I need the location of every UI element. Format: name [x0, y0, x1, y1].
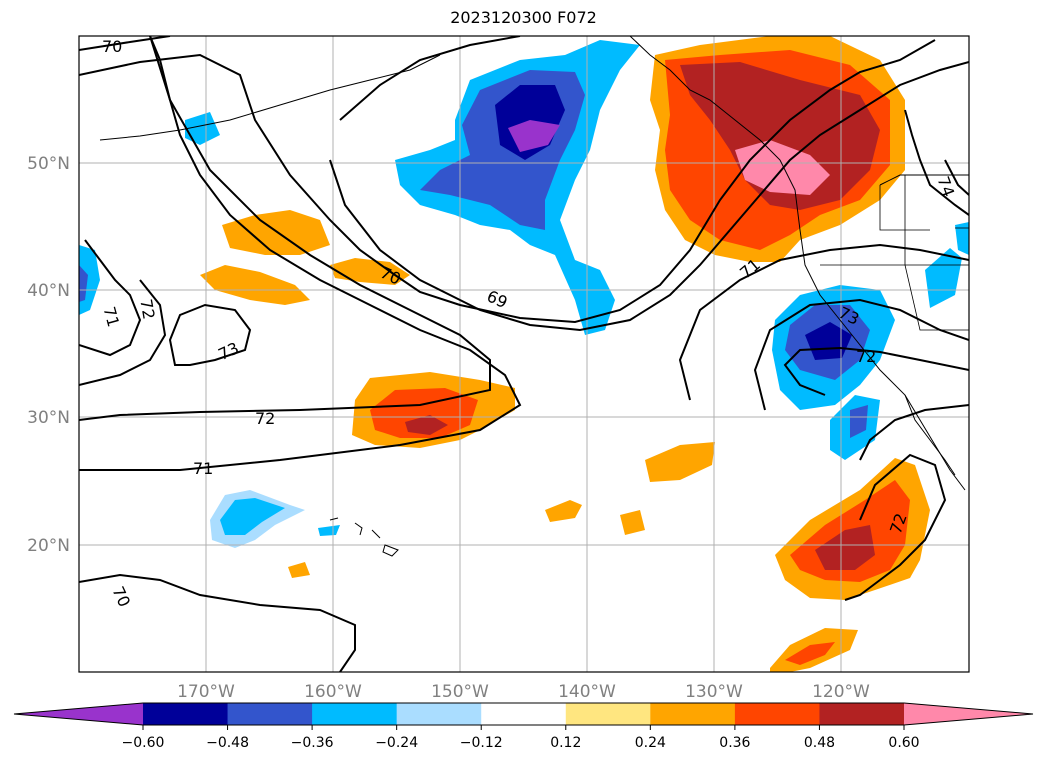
- colorbar-segment: [819, 703, 905, 725]
- colorbar-tick-label: −0.60: [122, 735, 165, 751]
- contour-label: 71: [100, 304, 124, 329]
- lat-label: 40°N: [27, 281, 70, 301]
- contour-label: 72: [255, 409, 275, 428]
- positive-anomaly-north: [222, 210, 330, 255]
- coastlines: [99, 36, 969, 557]
- colorbar-segment: [227, 703, 313, 725]
- lon-label: 170°W: [177, 682, 235, 702]
- longitude-labels: 170°W 160°W 150°W 140°W 130°W 120°W: [177, 682, 870, 702]
- contour-label: 70: [102, 37, 122, 56]
- lon-label: 130°W: [685, 682, 743, 702]
- graticule: [79, 36, 969, 672]
- colorbar-right-extend: [904, 703, 1033, 725]
- lon-label: 140°W: [558, 682, 616, 702]
- colorbar-segment: [734, 703, 820, 725]
- contour-label: 71: [193, 459, 213, 478]
- latitude-labels: 50°N 40°N 30°N 20°N: [27, 154, 70, 556]
- colorbar-left-extend: [14, 703, 143, 725]
- colorbar-tick-label: 0.60: [888, 735, 919, 751]
- colorbar-tick-label: −0.36: [291, 735, 334, 751]
- contour-label: 72: [136, 298, 158, 321]
- map-title: 2023120300 F072: [450, 8, 597, 27]
- colorbar-tick-label: 0.24: [635, 735, 666, 751]
- lat-label: 30°N: [27, 408, 70, 428]
- colorbar-tick-label: −0.48: [206, 735, 249, 751]
- colorbar-tick-label: 0.36: [719, 735, 750, 751]
- colorbar-segment: [650, 703, 736, 725]
- colorbar-segment: [143, 703, 229, 725]
- lon-label: 160°W: [304, 682, 362, 702]
- colorbar-tick-label: −0.12: [460, 735, 503, 751]
- lon-label: 150°W: [431, 682, 489, 702]
- colorbar-tick-label: −0.24: [375, 735, 418, 751]
- map-frame: [78, 35, 970, 673]
- colorbar-segment: [312, 703, 398, 725]
- borders: [820, 175, 969, 331]
- height-contours: [79, 36, 969, 672]
- negative-anomaly-gulf-min: [508, 120, 560, 152]
- colorbar-segment: [396, 703, 482, 725]
- colorbar-tick-label: 0.48: [804, 735, 835, 751]
- lat-label: 20°N: [27, 536, 70, 556]
- colorbar-segment: [565, 703, 651, 725]
- colorbar-tick-label: 0.12: [550, 735, 581, 751]
- colorbar-segment: [481, 703, 567, 725]
- map-plot-area: 70 70 69 71 73 72 71 72 73 72 71 74 72 7…: [79, 36, 969, 672]
- lon-label: 120°W: [812, 682, 870, 702]
- colorbar: −0.60 −0.48 −0.36 −0.24 −0.12 0.12 0.24 0.36 0.4…: [13, 702, 1034, 751]
- contour-label: 72: [856, 347, 876, 366]
- lat-label: 50°N: [27, 154, 70, 174]
